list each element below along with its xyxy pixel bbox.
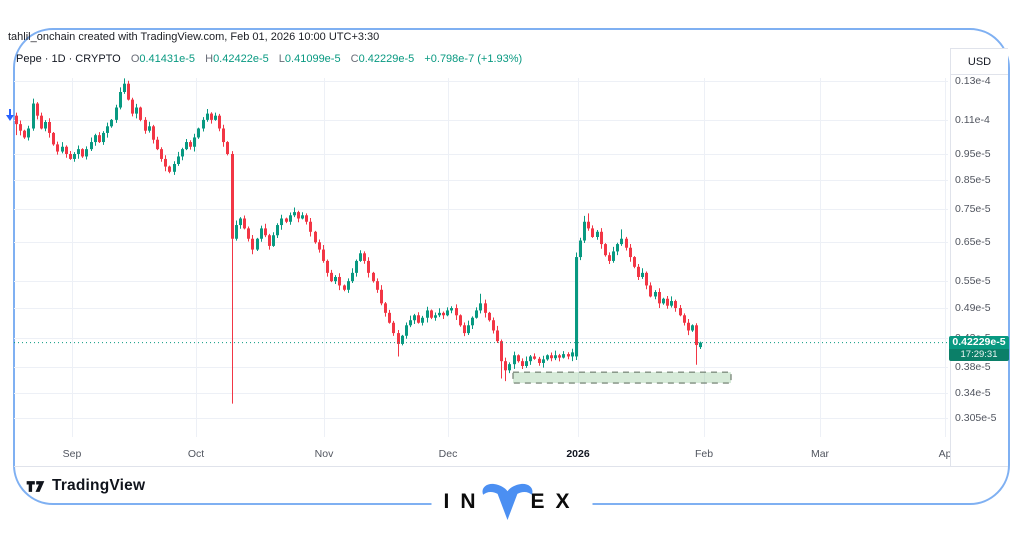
symbol-title: Pepe · 1D · CRYPTO [16, 53, 121, 65]
time-tick-label: Mar [810, 448, 830, 460]
last-price-badge[interactable]: 0.42229e-5 17:29:31 [949, 336, 1009, 361]
ohlc-low-value: 0.41099e-5 [284, 53, 341, 65]
tradingview-logo[interactable]: TradingView [26, 477, 145, 495]
invex-letters-in: IN [443, 490, 487, 513]
invex-logo: IN EX [431, 479, 593, 525]
price-tick-label: 0.75e-5 [955, 203, 991, 215]
attribution-text: tahlil_onchain created with TradingView.… [8, 31, 380, 43]
time-tick-label: 2026 [566, 448, 590, 460]
time-scale[interactable]: Sep Oct Nov Dec 2026 Feb Mar Ap [14, 441, 950, 466]
price-tick-label: 0.11e-4 [955, 114, 990, 126]
ohlc-close-label: C [350, 53, 359, 65]
price-tick-label: 0.305e-5 [955, 412, 997, 424]
ohlc-low-label: L [278, 53, 285, 65]
bull-horns-v-icon [482, 483, 533, 520]
support-zone-rectangle[interactable] [512, 371, 732, 384]
price-scale-currency[interactable]: USD [950, 48, 1008, 75]
time-tick-label: Feb [694, 448, 714, 460]
time-tick-label: Nov [314, 448, 334, 460]
last-price-value: 0.42229e-5 [949, 336, 1009, 349]
price-tick-label: 0.49e-5 [955, 302, 991, 314]
tradingview-mark-icon [26, 480, 45, 492]
gridlines [14, 78, 948, 437]
ohlc-open-label: O [130, 53, 140, 65]
price-scale[interactable] [950, 48, 1010, 466]
ohlc-high-value: 0.42422e-5 [213, 53, 269, 65]
price-tick-label: 0.65e-5 [955, 236, 991, 248]
symbol-legend: Pepe · 1D · CRYPTO O0.41431e-5 H0.42422e… [16, 53, 522, 65]
price-tick-label: 0.55e-5 [955, 275, 991, 287]
ohlc-close-value: 0.42229e-5 [358, 53, 415, 65]
price-tick-label: 0.34e-5 [955, 387, 991, 399]
price-tick-label: 0.13e-4 [955, 75, 991, 87]
time-tick-label: Oct [187, 448, 205, 460]
time-tick-label: Dec [438, 448, 458, 460]
ohlc-open-value: 0.41431e-5 [139, 53, 196, 65]
ohlc-high-label: H [205, 53, 214, 65]
price-tick-label: 0.95e-5 [955, 148, 991, 160]
candlestick-series [15, 78, 702, 404]
tradingview-wordmark: TradingView [52, 477, 146, 494]
time-tick-label: Ap [938, 448, 950, 460]
time-tick-label: Sep [62, 448, 82, 460]
change-value: +0.798e-7 (+1.93%) [424, 53, 523, 65]
price-tick-label: 0.85e-5 [955, 174, 991, 186]
bar-countdown-timer: 17:29:31 [949, 349, 1009, 361]
invex-letters-ex: EX [530, 490, 581, 513]
scroll-to-start-marker-icon[interactable] [6, 109, 14, 121]
price-tick-label: 0.38e-5 [955, 361, 991, 373]
